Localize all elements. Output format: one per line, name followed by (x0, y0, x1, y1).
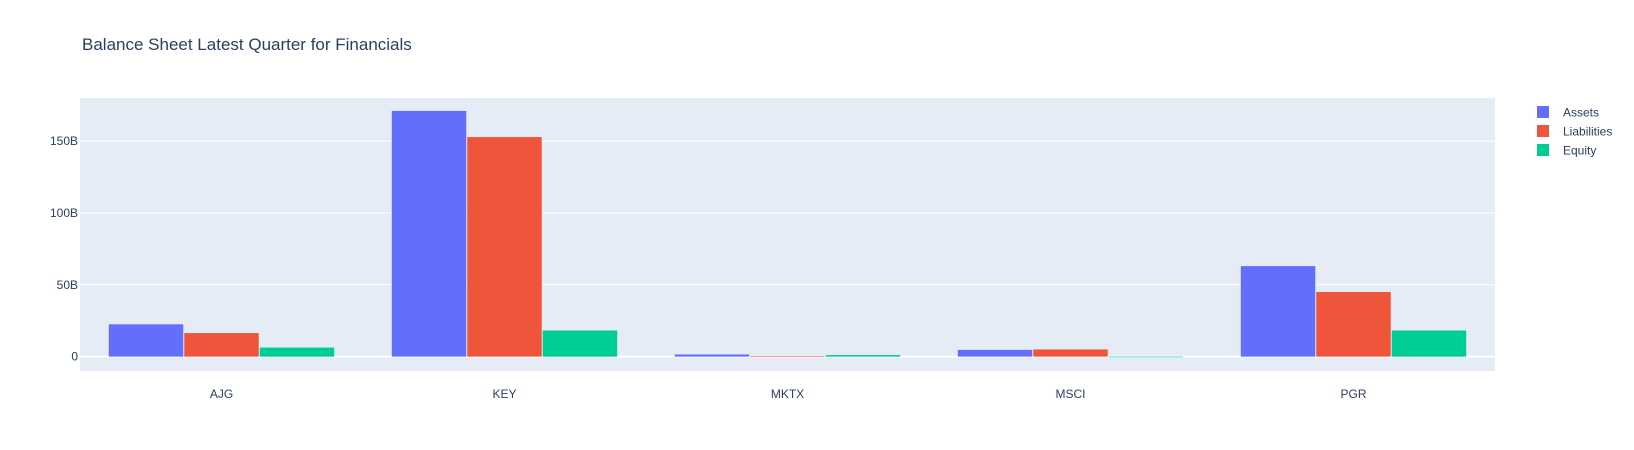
bar-equity-pgr[interactable] (1391, 330, 1467, 357)
x-axis: AJG KEY MKTX MSCI PGR (210, 387, 1367, 401)
legend-swatch (1537, 125, 1549, 137)
bar-liabilities-ajg[interactable] (184, 333, 259, 357)
bar-liabilities-pgr[interactable] (1316, 291, 1391, 357)
x-tick-label: AJG (210, 387, 233, 401)
y-tick-label: 100B (50, 206, 78, 220)
legend-label: Liabilities (1563, 125, 1612, 139)
legend-item-assets[interactable]: Assets (1537, 106, 1599, 120)
bar-assets-pgr[interactable] (1240, 266, 1316, 357)
bars (108, 110, 1467, 358)
bar-equity-msci[interactable] (1108, 356, 1184, 358)
y-axis: 0 50B 100B 150B (50, 134, 78, 364)
x-tick-label: KEY (492, 387, 516, 401)
x-tick-label: MKTX (771, 387, 804, 401)
legend[interactable]: Assets Liabilities Equity (1537, 106, 1612, 158)
chart-title: Balance Sheet Latest Quarter for Financi… (82, 35, 412, 54)
y-tick-label: 150B (50, 134, 78, 148)
bar-liabilities-key[interactable] (467, 137, 542, 357)
bar-liabilities-msci[interactable] (1033, 349, 1108, 357)
legend-swatch (1537, 144, 1549, 156)
legend-label: Assets (1563, 106, 1599, 120)
y-tick-label: 0 (71, 350, 78, 364)
bar-equity-ajg[interactable] (259, 347, 335, 357)
x-tick-label: MSCI (1056, 387, 1086, 401)
y-tick-label: 50B (57, 278, 78, 292)
legend-label: Equity (1563, 144, 1596, 158)
bar-equity-key[interactable] (542, 330, 618, 357)
bar-liabilities-mktx[interactable] (750, 356, 825, 357)
legend-item-equity[interactable]: Equity (1537, 144, 1596, 158)
bar-equity-mktx[interactable] (825, 355, 901, 357)
legend-item-liabilities[interactable]: Liabilities (1537, 125, 1612, 139)
bar-assets-mktx[interactable] (674, 354, 750, 357)
legend-swatch (1537, 106, 1549, 118)
bar-assets-ajg[interactable] (108, 324, 184, 357)
x-tick-label: PGR (1340, 387, 1366, 401)
bar-assets-key[interactable] (391, 110, 467, 357)
bar-assets-msci[interactable] (957, 349, 1033, 357)
